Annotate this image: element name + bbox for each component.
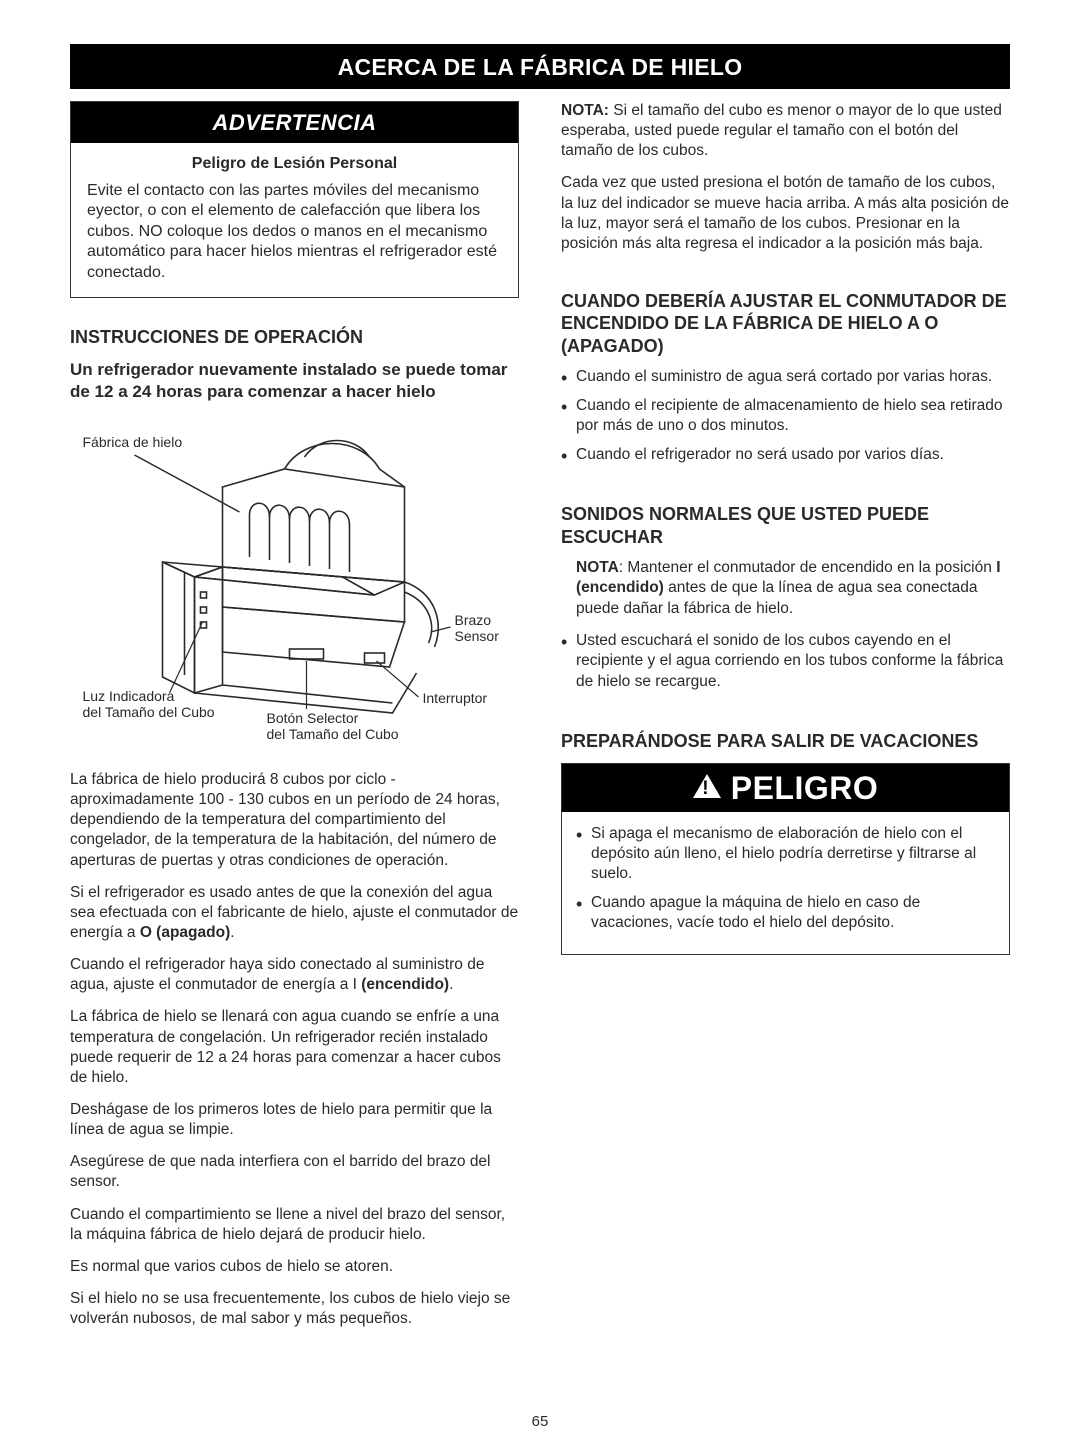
left-p3: Cuando el refrigerador haya sido conecta… (70, 955, 519, 995)
diagram-label-sensor: Sensor (455, 628, 500, 644)
right-nota1: NOTA: Si el tamaño del cubo es menor o m… (561, 101, 1010, 161)
left-p2c: . (230, 924, 234, 941)
right-nota2: NOTA: Mantener el conmutador de encendid… (561, 558, 1010, 618)
instructions-heading: INSTRUCCIONES DE OPERACIÓN (70, 326, 519, 349)
instructions-sub: Un refrigerador nuevamente instalado se … (70, 359, 519, 403)
danger-header: PELIGRO (562, 764, 1009, 812)
danger-item: Si apaga el mecanismo de elaboración de … (576, 824, 995, 885)
warning-box: ADVERTENCIA Peligro de Lesión Personal E… (70, 101, 519, 298)
left-p3c: . (449, 976, 453, 993)
right-nota1b: Si el tamaño del cubo es menor o mayor d… (561, 102, 1002, 159)
heading-cuando: CUANDO DEBERÍA AJUSTAR EL CONMUTADOR DE … (561, 290, 1010, 358)
warning-subheader: Peligro de Lesión Personal (87, 155, 502, 173)
sonidos-list: Usted escuchará el sonido de los cubos c… (561, 631, 1010, 692)
diagram-label-boton2: del Tamaño del Cubo (267, 726, 399, 742)
heading-vacaciones: PREPARÁNDOSE PARA SALIR DE VACACIONES (561, 730, 1010, 753)
diagram-label-boton1: Botón Selector (267, 710, 359, 726)
left-p9: Si el hielo no se usa frecuentemente, lo… (70, 1289, 519, 1329)
danger-header-text: PELIGRO (731, 770, 879, 807)
diagram-label-luz2: del Tamaño del Cubo (83, 704, 215, 720)
page-number: 65 (0, 1413, 1080, 1430)
right-nota2b: : Mantener el conmutador de encendido en… (619, 559, 996, 576)
cuando-item: Cuando el refrigerador no será usado por… (561, 445, 1010, 465)
left-p7: Cuando el compartimiento se llene a nive… (70, 1205, 519, 1245)
right-p-cada: Cada vez que usted presiona el botón de … (561, 173, 1010, 254)
diagram-label-fabrica: Fábrica de hielo (83, 434, 183, 450)
ice-maker-diagram: Fábrica de hielo (70, 417, 519, 752)
heading-sonidos: SONIDOS NORMALES QUE USTED PUEDE ESCUCHA… (561, 503, 1010, 548)
right-nota2a: NOTA (576, 559, 619, 576)
diagram-label-luz1: Luz Indicadora (83, 688, 175, 704)
danger-box: PELIGRO Si apaga el mecanismo de elabora… (561, 763, 1010, 955)
cuando-item: Cuando el recipiente de almacenamiento d… (561, 396, 1010, 437)
danger-list: Si apaga el mecanismo de elaboración de … (576, 824, 995, 934)
left-column: ADVERTENCIA Peligro de Lesión Personal E… (70, 101, 519, 1341)
left-p2: Si el refrigerador es usado antes de que… (70, 883, 519, 943)
cuando-list: Cuando el suministro de agua será cortad… (561, 367, 1010, 465)
sonidos-item: Usted escuchará el sonido de los cubos c… (561, 631, 1010, 692)
left-p8: Es normal que varios cubos de hielo se a… (70, 1257, 519, 1277)
main-title: ACERCA DE LA FÁBRICA DE HIELO (70, 44, 1010, 89)
diagram-label-brazo: Brazo (455, 612, 492, 628)
warning-triangle-icon (693, 774, 721, 798)
danger-item: Cuando apague la máquina de hielo en cas… (576, 893, 995, 934)
cuando-item: Cuando el suministro de agua será cortad… (561, 367, 1010, 387)
left-p3b: (encendido) (361, 976, 449, 993)
warning-text: Evite el contacto con las partes móviles… (87, 181, 502, 283)
left-p2b: O (apagado) (140, 924, 230, 941)
left-p1: La fábrica de hielo producirá 8 cubos po… (70, 770, 519, 871)
left-p2a: Si el refrigerador es usado antes de que… (70, 884, 518, 941)
right-nota1a: NOTA: (561, 102, 613, 119)
diagram-label-interruptor: Interruptor (423, 690, 488, 706)
warning-header: ADVERTENCIA (71, 102, 518, 143)
left-p5: Deshágase de los primeros lotes de hielo… (70, 1100, 519, 1140)
left-p4: La fábrica de hielo se llenará con agua … (70, 1007, 519, 1088)
right-column: NOTA: Si el tamaño del cubo es menor o m… (561, 101, 1010, 1341)
left-p6: Asegúrese de que nada interfiera con el … (70, 1152, 519, 1192)
